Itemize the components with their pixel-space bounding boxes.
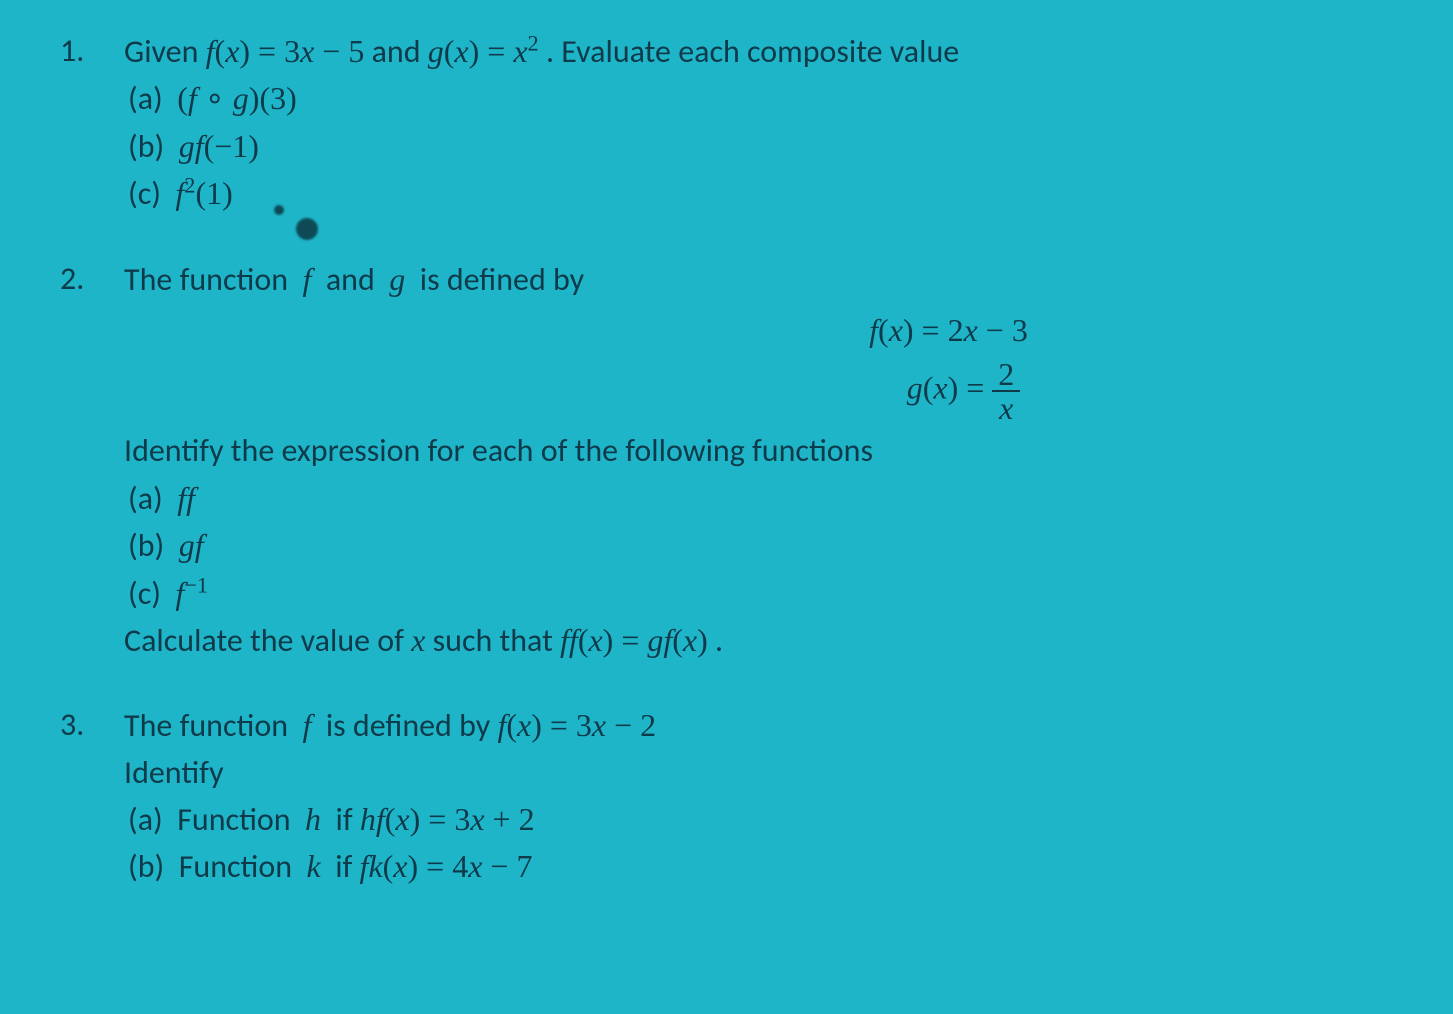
math-expr: f(x) = 3x − 5 (206, 33, 365, 69)
identify-text: Identify (124, 750, 1413, 796)
math-expr: ff (177, 480, 195, 516)
math-expr: ff(x) = gf(x) (560, 622, 708, 658)
part-label: (a) (128, 479, 163, 518)
part-a: (a) (f ∘ g)(3) (124, 75, 1413, 122)
math-var: h (305, 801, 321, 837)
problem-1: 1. Given f(x) = 3x − 5 and g(x) = x2 . E… (60, 28, 1413, 218)
part-b: (b) gf (124, 522, 1413, 569)
part-label: (a) (128, 79, 163, 118)
stem-text: Given (124, 32, 206, 71)
part-text: Function (177, 800, 298, 839)
stem-text: The function (124, 706, 295, 745)
equation-line: g(x) = 2 x (124, 358, 1413, 424)
problem-number: 1. (60, 28, 124, 218)
math-expr: f2(1) (175, 175, 232, 211)
tail-prefix: Calculate the value of (124, 621, 411, 660)
problem-number: 2. (60, 256, 124, 665)
part-a: (a) Function h if hf(x) = 3x + 2 (124, 796, 1413, 843)
stem-text: is defined by (319, 706, 498, 745)
math-expr: fk(x) = 4x − 7 (360, 848, 533, 884)
stem-text: The function (124, 260, 295, 299)
math-expr: (f ∘ g)(3) (177, 80, 297, 116)
part-text: Function (179, 847, 300, 886)
part-b: (b) gf(−1) (124, 123, 1413, 170)
part-label: (a) (128, 800, 163, 839)
part-label: (b) (128, 127, 164, 166)
math-var: f (302, 707, 311, 743)
math-expr: hf(x) = 3x + 2 (360, 801, 535, 837)
part-c: (c) f2(1) (124, 170, 1413, 217)
math-expr: gf (179, 527, 204, 563)
problem-stem: Given f(x) = 3x − 5 and g(x) = x2 . Eval… (124, 28, 1413, 75)
ink-blob-small (274, 205, 284, 215)
stem-text: is defined by (412, 260, 584, 299)
tail-suffix: . (715, 621, 723, 660)
tail-text: Calculate the value of x such that ff(x)… (124, 617, 1413, 664)
part-text: if (328, 847, 360, 886)
fraction: 2 x (992, 358, 1020, 424)
math-var: k (307, 848, 321, 884)
math-expr: f−1 (175, 575, 208, 611)
math-expr: f(x) = 2x − 3 (869, 312, 1028, 348)
ink-blob (296, 218, 318, 240)
math-expr: f(x) = 3x − 2 (497, 707, 656, 743)
fraction-num: 2 (992, 358, 1020, 392)
part-label: (c) (128, 574, 161, 613)
problem-stem: The function f is defined by f(x) = 3x −… (124, 702, 1413, 749)
fraction-den: x (992, 392, 1020, 424)
problem-body: The function f is defined by f(x) = 3x −… (124, 702, 1413, 891)
stem-text: . Evaluate each composite value (546, 32, 959, 71)
part-text: if (328, 800, 360, 839)
problem-body: Given f(x) = 3x − 5 and g(x) = x2 . Eval… (124, 28, 1413, 218)
math-var: g (389, 261, 405, 297)
part-label: (b) (128, 847, 164, 886)
tail-mid: such that (433, 621, 560, 660)
part-label: (c) (128, 174, 161, 213)
part-c: (c) f−1 (124, 570, 1413, 617)
stem-text: and (319, 260, 382, 299)
part-a: (a) ff (124, 475, 1413, 522)
stem-text: and (372, 32, 428, 71)
part-b: (b) Function k if fk(x) = 4x − 7 (124, 843, 1413, 890)
math-expr: g(x) = (907, 370, 993, 406)
part-label: (b) (128, 526, 164, 565)
problem-number: 3. (60, 702, 124, 891)
problem-body: The function f and g is defined by f(x) … (124, 256, 1413, 665)
problem-3: 3. The function f is defined by f(x) = 3… (60, 702, 1413, 891)
math-expr: g(x) = x2 (428, 33, 539, 69)
problem-2: 2. The function f and g is defined by f(… (60, 256, 1413, 665)
math-var: x (411, 622, 425, 658)
math-expr: gf(−1) (179, 128, 259, 164)
problem-stem: The function f and g is defined by (124, 256, 1413, 303)
math-var: f (302, 261, 311, 297)
equation-line: f(x) = 2x − 3 (124, 307, 1413, 354)
lead-text: Identify the expression for each of the … (124, 428, 1413, 474)
